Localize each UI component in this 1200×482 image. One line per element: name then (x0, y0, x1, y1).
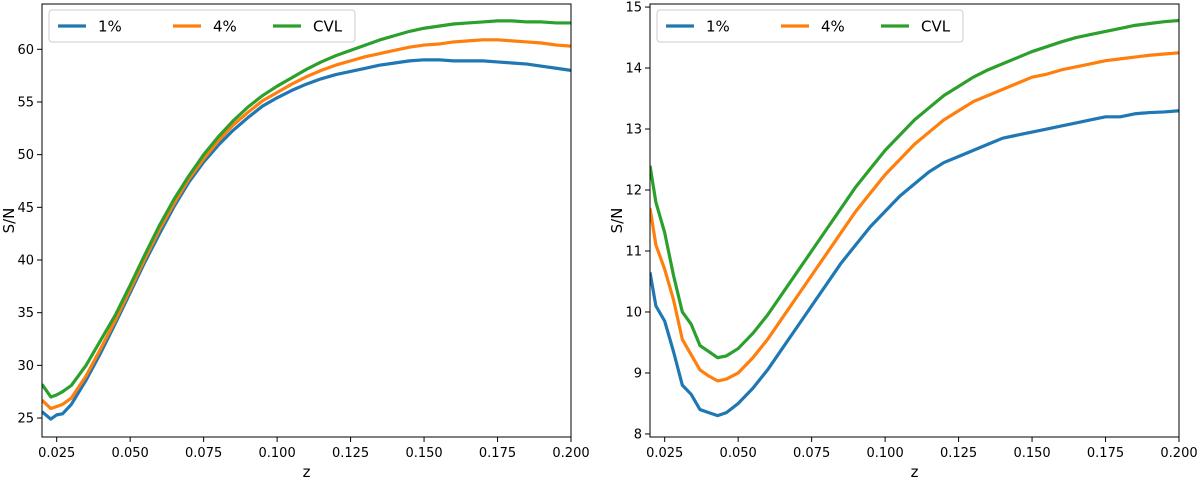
y-tick-label: 15 (625, 1, 642, 16)
y-tick-label: 60 (17, 43, 34, 58)
legend-label-2: CVL (921, 18, 951, 36)
x-axis-label: z (911, 463, 919, 481)
x-tick-label: 0.075 (793, 446, 830, 461)
plot-frame (41, 3, 572, 438)
x-tick-label: 0.100 (867, 446, 904, 461)
x-tick-label: 0.025 (38, 446, 75, 461)
legend-box (656, 9, 964, 43)
series-line-2 (650, 18, 1179, 360)
legend-label-0: 1% (706, 18, 730, 36)
chart-right: 0.025 0.050 0.075 0.100 0.125 0.150 0.175 0.200… (608, 1, 1198, 481)
legend-label-0: 1% (98, 18, 122, 36)
x-tick-label: 0.025 (646, 446, 683, 461)
y-axis-label: S/N (0, 208, 18, 234)
x-tick-label: 0.050 (112, 446, 149, 461)
x-tick-label: 0.175 (479, 446, 516, 461)
y-tick-label: 11 (625, 244, 642, 259)
x-tick-label: 0.125 (332, 446, 369, 461)
x-tick-label: 0.200 (1160, 446, 1197, 461)
x-axis-label: z (303, 463, 311, 481)
series-line-1 (42, 38, 571, 411)
y-tick-label: 35 (17, 306, 34, 321)
legend-label-1: 4% (821, 18, 845, 36)
y-tick-label: 9 (634, 366, 642, 381)
series-line-0 (42, 58, 571, 421)
x-tick-label: 0.050 (720, 446, 757, 461)
y-tick-label: 10 (625, 305, 642, 320)
y-tick-label: 8 (634, 427, 642, 442)
series-line-0 (650, 109, 1179, 418)
legend-label-1: 4% (213, 18, 237, 36)
chart-left: 0.025 0.050 0.075 0.100 0.125 0.150 0.175 0.200… (0, 3, 590, 481)
legend-box (48, 9, 356, 43)
x-tick-label: 0.175 (1087, 446, 1124, 461)
y-tick-label: 14 (625, 62, 642, 77)
y-tick-label: 13 (625, 123, 642, 138)
legend: 1% 4% CVL (48, 9, 356, 43)
y-axis-label: S/N (608, 208, 626, 234)
series-group (42, 19, 571, 421)
legend: 1% 4% CVL (656, 9, 964, 43)
series-group (650, 18, 1179, 418)
x-tick-label: 0.075 (185, 446, 222, 461)
plot-frame (649, 3, 1180, 438)
x-tick-label: 0.100 (259, 446, 296, 461)
y-tick-label: 55 (17, 95, 34, 110)
y-tick-label: 50 (17, 148, 34, 163)
x-tick-label: 0.125 (940, 446, 977, 461)
series-line-1 (650, 51, 1179, 383)
y-tick-label: 25 (17, 412, 34, 427)
x-tick-label: 0.200 (552, 446, 589, 461)
legend-label-2: CVL (313, 18, 343, 36)
x-tick-label: 0.150 (405, 446, 442, 461)
y-tick-label: 45 (17, 201, 34, 216)
y-tick-label: 40 (17, 254, 34, 269)
x-tick-label: 0.150 (1013, 446, 1050, 461)
y-tick-label: 12 (625, 184, 642, 199)
series-line-2 (42, 19, 571, 399)
y-tick-label: 30 (17, 359, 34, 374)
